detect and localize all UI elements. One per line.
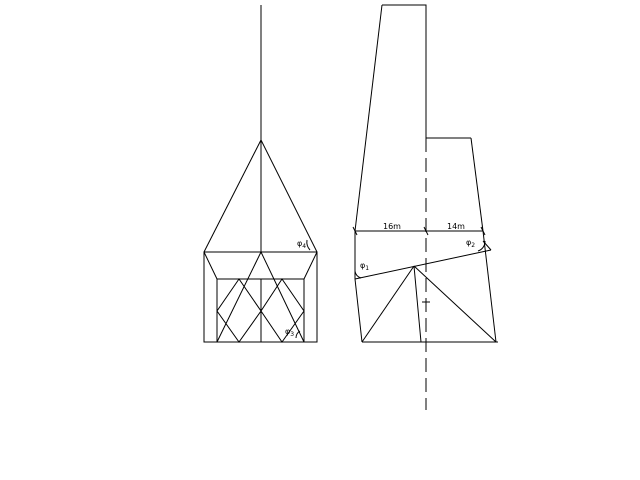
dimension-tick-left	[352, 226, 358, 236]
angle-arc-lower	[295, 330, 301, 339]
angle-label-right-left: φ1	[360, 261, 369, 272]
dimension-tick-right	[480, 226, 486, 236]
angle-label-left-lower: φ3	[285, 327, 294, 338]
brace-diamond-right	[260, 278, 305, 343]
tower-left-slope	[354, 4, 383, 232]
brace-right-long	[260, 251, 305, 343]
brace-left-long	[216, 251, 262, 343]
cable-end-line	[482, 240, 492, 251]
pyramid-left-edge	[203, 139, 262, 253]
strut-mid	[413, 265, 422, 343]
angle-label-left-upper: φ4	[297, 239, 306, 250]
angle-arc-upper	[306, 239, 311, 251]
lower-right-edge	[482, 230, 497, 343]
dimension-label-left: 16m	[383, 222, 401, 231]
brace-diamond-left	[216, 278, 262, 343]
dimension-label-right: 14m	[447, 222, 465, 231]
angle-label-right-right: φ2	[466, 238, 475, 249]
strut-left	[361, 265, 415, 343]
corner-bevel-tr	[303, 251, 318, 280]
pyramid-right-edge	[260, 139, 318, 253]
strut-right	[413, 265, 497, 343]
left-view: φ4 φ3	[203, 5, 318, 343]
lower-left-edge-b	[354, 278, 363, 343]
tower-right-slope	[470, 137, 484, 232]
tower-outline-left	[382, 4, 427, 138]
cable-line	[354, 249, 492, 280]
angle-arc-right-left	[354, 270, 362, 279]
angle-arc-right-right	[477, 240, 486, 252]
corner-bevel-tl	[203, 251, 218, 280]
right-view: 16m 14m φ1 φ2	[352, 4, 498, 410]
